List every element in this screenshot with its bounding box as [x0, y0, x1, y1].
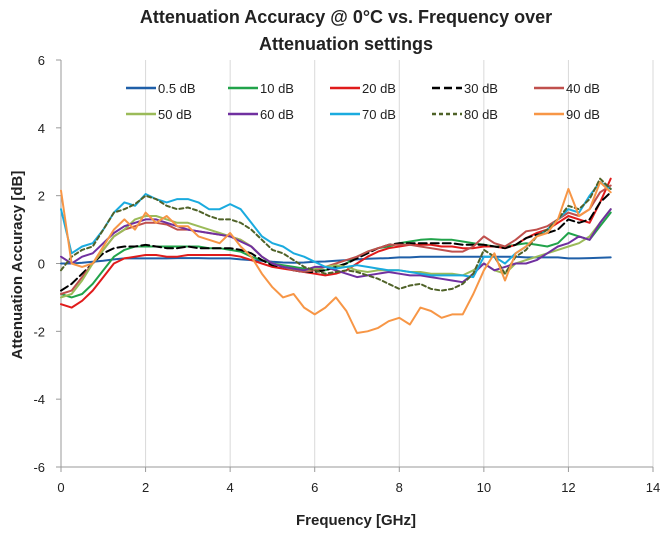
- legend-label: 60 dB: [260, 107, 294, 122]
- x-tick-label: 14: [646, 480, 660, 495]
- legend-label: 20 dB: [362, 81, 396, 96]
- series-line-80-db: [60, 177, 612, 292]
- x-tick-labels: 0 2 4 6 8 10 12 14: [57, 480, 660, 495]
- legend-label: 30 dB: [464, 81, 498, 96]
- series-line-90-db: [60, 181, 612, 334]
- series-line-0-5-db: [60, 255, 612, 265]
- x-tick-label: 8: [396, 480, 403, 495]
- y-tick-label: -4: [33, 392, 45, 407]
- legend-label: 40 dB: [566, 81, 600, 96]
- y-tick-labels: 6 4 2 0 -2 -4 -6: [33, 53, 45, 475]
- chart-title-line-1: Attenuation Accuracy @ 0°C vs. Frequency…: [140, 7, 552, 27]
- y-tick-label: 6: [38, 53, 45, 68]
- y-axis-title: Attenuation Accuracy [dB]: [9, 171, 26, 360]
- x-tick-label: 10: [477, 480, 491, 495]
- x-axis-title: Frequency [GHz]: [296, 512, 416, 529]
- legend-label: 90 dB: [566, 107, 600, 122]
- x-tick-label: 2: [142, 480, 149, 495]
- x-tick-label: 4: [227, 480, 234, 495]
- series-line-50-db: [60, 208, 612, 299]
- legend-label: 0.5 dB: [158, 81, 196, 96]
- y-tick-label: -6: [33, 460, 45, 475]
- series-line-30-db: [60, 191, 612, 292]
- legend: 0.5 dB 10 dB 20 dB 30 dB 40 dB 50 dB 60 dB 70 d…: [126, 81, 600, 122]
- y-tick-label: 4: [38, 121, 45, 136]
- series-line-40-db: [60, 184, 612, 295]
- series-lines: [60, 177, 612, 334]
- x-tick-label: 12: [561, 480, 575, 495]
- y-tick-label: -2: [33, 324, 45, 339]
- legend-label: 10 dB: [260, 81, 294, 96]
- legend-label: 50 dB: [158, 107, 192, 122]
- x-tick-label: 0: [57, 480, 64, 495]
- legend-label: 70 dB: [362, 107, 396, 122]
- x-tick-label: 6: [311, 480, 318, 495]
- y-tick-label: 0: [38, 257, 45, 272]
- legend-label: 80 dB: [464, 107, 498, 122]
- y-tick-label: 2: [38, 189, 45, 204]
- chart-title-line-2: Attenuation settings: [259, 34, 433, 54]
